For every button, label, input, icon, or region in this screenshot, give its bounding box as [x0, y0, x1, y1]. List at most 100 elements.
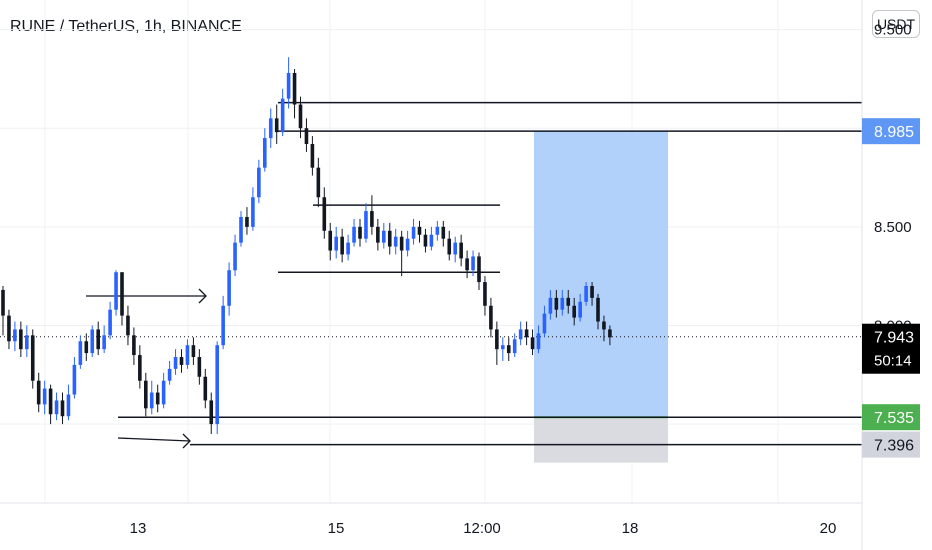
grid-layer [0, 0, 862, 503]
candle-body [566, 297, 571, 306]
candle-body [263, 138, 267, 168]
candle-body [411, 226, 416, 239]
candle-body [227, 270, 231, 306]
candle-body [161, 380, 166, 405]
candle-body [84, 341, 89, 354]
candle-body [203, 376, 208, 401]
candle-body [495, 329, 499, 350]
candle-body [173, 357, 178, 369]
candle-body [346, 242, 350, 255]
candle-body [548, 297, 553, 314]
candle-body [417, 226, 422, 235]
target-zone [534, 131, 668, 418]
candle-body [42, 388, 47, 405]
candle-body [399, 236, 404, 251]
candle-body [328, 230, 333, 251]
candle-body [382, 230, 386, 243]
countdown-label: 50:14 [874, 353, 912, 370]
candle-body [251, 197, 255, 227]
candle-body [471, 256, 475, 271]
candle-body [7, 315, 11, 342]
candle-body [489, 305, 493, 330]
candle-body [155, 392, 160, 405]
candle-body [393, 236, 398, 247]
candle-body [120, 272, 124, 316]
candle-body [90, 329, 95, 354]
candle-body [108, 309, 112, 336]
candle-body [292, 72, 297, 105]
time-tick-label: 18 [622, 520, 639, 537]
candle-body [465, 258, 469, 271]
candle-body [518, 329, 523, 340]
arrow-head-lower [182, 433, 191, 449]
candle-body [387, 230, 392, 247]
price-tick-label: 8.500 [874, 219, 912, 236]
candle-body [310, 143, 315, 168]
target-price-badge-bg [862, 118, 920, 145]
candle-body [215, 345, 219, 425]
candle-body [233, 242, 237, 271]
current-price-label: 7.943 [874, 330, 914, 347]
candle-body [72, 364, 77, 395]
candle-body [280, 98, 285, 133]
candle-body [334, 236, 338, 251]
candle-body [13, 329, 17, 342]
candle-body [453, 242, 457, 255]
candle-body [483, 282, 487, 306]
candle-body [239, 216, 243, 243]
candle-body [560, 297, 565, 310]
candle-body [221, 305, 225, 346]
candle-body [30, 335, 35, 381]
candle-body [60, 400, 65, 417]
arrow-line-lower [117, 437, 191, 442]
candle-body [340, 236, 344, 255]
candle-body [19, 329, 23, 350]
candle-body [304, 128, 309, 144]
candle-body [274, 118, 279, 133]
current-price-badge-bg [862, 323, 920, 374]
price-badges-layer: 8.985 7.535 7.396 7.943 50:14 [862, 118, 920, 458]
time-axis[interactable]: 13 15 12:00 18 20 [130, 520, 837, 537]
candle-body [1, 289, 5, 316]
candle-body [376, 226, 380, 243]
candle-body [578, 301, 582, 318]
candle-body [506, 345, 511, 354]
candle-body [191, 345, 196, 358]
candle-body [596, 297, 600, 322]
currency-selector-button[interactable]: USDT [872, 10, 920, 38]
price-tick-label: 9.500 [874, 22, 912, 39]
entry-price-badge-label: 7.535 [874, 410, 914, 427]
candle-body [54, 400, 59, 415]
candle-body [608, 329, 612, 338]
candle-body [590, 286, 594, 298]
entry-price-badge-bg [862, 404, 920, 431]
horizontal-levels-layer [0, 101, 862, 449]
candle-body [554, 297, 559, 310]
candle-body [429, 234, 434, 247]
candle-body [542, 313, 547, 334]
candle-body [268, 118, 273, 139]
candle-body [96, 329, 100, 350]
candle-body [185, 345, 190, 365]
candle-body [352, 226, 356, 243]
candle-body [209, 400, 214, 425]
chart-title: RUNE / TetherUS, 1h, BINANCE [10, 18, 242, 35]
candle-body [584, 286, 588, 302]
candle-body [441, 226, 446, 239]
candle-body [423, 234, 428, 247]
time-tick-label: 13 [130, 520, 147, 537]
time-tick-label: 20 [820, 520, 837, 537]
candle-body [512, 339, 517, 354]
candle-body [530, 337, 535, 350]
candle-body [78, 341, 83, 365]
candle-body [144, 380, 148, 409]
candle-body [536, 333, 541, 350]
candle-body [138, 355, 142, 381]
stop-price-badge-bg [862, 431, 920, 458]
candle-body [149, 392, 154, 409]
candle-body [459, 242, 463, 259]
candle-body [167, 368, 172, 381]
candle-body [126, 315, 130, 336]
